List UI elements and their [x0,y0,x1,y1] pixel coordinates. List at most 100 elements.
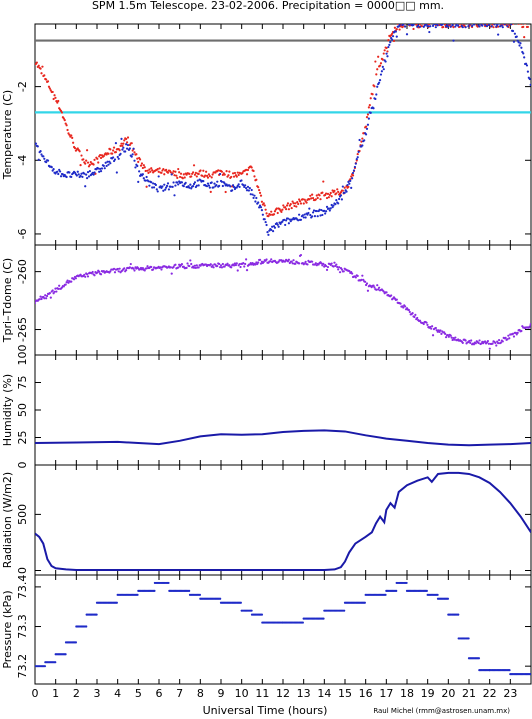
data-point [378,64,382,67]
data-point [177,183,180,186]
data-point [219,597,222,600]
data-point [451,7,453,9]
data-point [308,198,311,201]
data-point [273,210,277,213]
data-point [121,148,124,151]
plot-area [35,471,531,571]
data-point [301,214,304,217]
data-point [528,77,531,81]
data-point [181,177,184,180]
data-point [381,65,384,69]
data-point [512,335,516,338]
data-point [431,20,433,22]
data-point [141,173,144,176]
data-point [253,175,256,178]
data-point [118,149,121,152]
figure-title: SPM 1.5m Telescope. 23-02-2006. Precipit… [92,0,444,12]
data-point [505,24,508,25]
data-point [342,270,345,273]
data-point [325,268,329,271]
y-tick-label: -4 [16,155,29,166]
data-point [255,196,258,200]
data-point [464,26,467,29]
data-point [193,181,197,184]
data-point [303,198,306,201]
data-point [285,219,288,222]
data-point [330,195,333,198]
data-point [152,268,155,271]
data-point [316,215,319,218]
data-point [333,261,336,264]
data-point [65,175,68,179]
data-point [403,21,405,23]
data-point [238,185,241,189]
data-point [100,167,104,170]
data-point [156,190,159,193]
data-point [471,24,474,28]
data-point [306,213,309,216]
data-point [271,225,274,228]
data-point [320,208,323,212]
data-point [252,169,255,173]
data-point [413,315,416,319]
y-axis-label: Humidity (%) [1,374,14,446]
data-point [371,93,374,96]
data-point [402,24,405,26]
series-0 [35,471,531,571]
data-point [309,194,312,197]
data-point [231,172,235,175]
data-point [529,672,531,676]
data-point [486,339,490,343]
x-tick-label: 6 [156,687,163,700]
plot-area [35,581,531,676]
data-point [478,25,481,28]
data-point [72,141,75,144]
data-point [146,265,149,268]
data-point [341,189,344,192]
data-point [489,20,491,22]
data-point [262,260,265,264]
data-point [198,593,202,596]
data-point [449,25,452,28]
data-point [260,613,264,616]
data-point [136,157,139,160]
data-point [145,185,148,188]
data-point [85,273,89,276]
data-point [128,147,131,150]
data-point [286,202,290,205]
data-point [234,263,237,267]
data-point [322,262,325,265]
data-point [174,170,177,173]
data-point [160,171,163,174]
data-point [311,193,314,196]
data-point [133,151,136,154]
data-point [132,147,135,150]
data-point [183,176,186,179]
data-point [96,157,99,160]
data-point [318,194,321,197]
data-point [490,25,493,28]
data-point [449,6,451,8]
data-point [453,338,456,341]
data-point [289,220,292,223]
data-point [507,21,509,23]
data-point [177,167,180,171]
data-point [390,36,393,40]
data-point [314,198,317,201]
data-point [55,290,58,293]
data-point [434,26,437,29]
data-point [233,262,237,265]
data-point [141,166,144,170]
series-line [35,429,531,447]
data-point [122,146,125,149]
data-point [97,167,100,170]
data-point [469,341,472,344]
data-point [376,85,379,88]
data-point [330,262,333,265]
data-point [497,338,501,342]
data-point [294,202,297,205]
data-point [408,310,411,314]
data-point [143,269,146,272]
data-point [374,97,377,101]
